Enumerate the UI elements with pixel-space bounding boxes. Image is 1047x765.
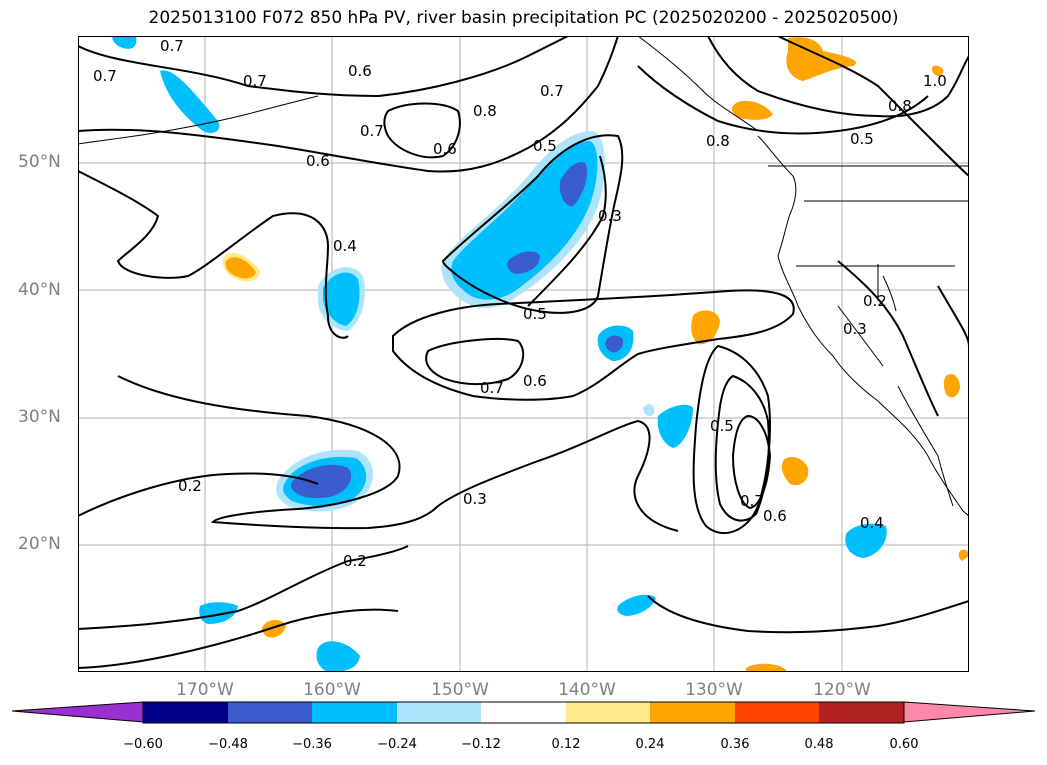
contour-label: 0.5 bbox=[533, 137, 557, 155]
contour-label: 0.7 bbox=[360, 122, 384, 140]
colorbar-segment bbox=[228, 702, 312, 723]
lat-label: 30°N bbox=[18, 407, 61, 427]
lat-label: 50°N bbox=[18, 152, 61, 172]
lon-label: 120°W bbox=[813, 680, 871, 700]
colorbar-segment bbox=[481, 702, 566, 723]
colorbar-tick-label: 0.48 bbox=[804, 737, 834, 752]
contour-label: 0.7 bbox=[243, 72, 267, 90]
contour-label: 0.6 bbox=[523, 372, 547, 390]
contour-label: 0.7 bbox=[160, 37, 184, 55]
contour-label: 0.4 bbox=[333, 237, 357, 255]
contour-label: 0.8 bbox=[888, 97, 912, 115]
colorbar-tick-label: −0.60 bbox=[123, 737, 163, 752]
lon-label: 140°W bbox=[558, 680, 616, 700]
contour-label: 0.7 bbox=[740, 492, 764, 510]
contour-label: 0.8 bbox=[473, 102, 497, 120]
contour-label: 0.6 bbox=[433, 140, 457, 158]
contour-label: 1.0 bbox=[923, 72, 947, 90]
contour-label: 0.5 bbox=[523, 305, 547, 323]
colorbar-tick-label: 0.36 bbox=[720, 737, 750, 752]
contour-label: 0.7 bbox=[93, 67, 117, 85]
colorbar-extend-low bbox=[11, 701, 144, 723]
map-title: 2025013100 F072 850 hPa PV, river basin … bbox=[148, 8, 899, 28]
colorbar-segment bbox=[397, 702, 481, 723]
colorbar-tick-label: −0.24 bbox=[377, 737, 417, 752]
contour-label: 0.3 bbox=[843, 320, 867, 338]
colorbar-tick-label: 0.24 bbox=[635, 737, 665, 752]
lon-label: 130°W bbox=[685, 680, 743, 700]
lon-label: 150°W bbox=[431, 680, 489, 700]
contour-label-group: 0.7 0.7 0.7 0.6 0.8 0.7 0.6 0.7 0.6 0.5 … bbox=[93, 37, 947, 570]
colorbar bbox=[0, 700, 1047, 760]
lat-label: 40°N bbox=[18, 280, 61, 300]
colorbar-segment bbox=[566, 702, 650, 723]
contour-label: 0.7 bbox=[480, 379, 504, 397]
colorbar-tick-label: 0.60 bbox=[889, 737, 919, 752]
colorbar-segment bbox=[819, 702, 904, 723]
colorbar-tick-label: −0.48 bbox=[208, 737, 248, 752]
contour-label: 0.6 bbox=[306, 152, 330, 170]
lat-label: 20°N bbox=[18, 534, 61, 554]
contour-label: 0.6 bbox=[763, 507, 787, 525]
colorbar-segment bbox=[735, 702, 819, 723]
map-plot-area[interactable]: 0.7 0.7 0.7 0.6 0.8 0.7 0.6 0.7 0.6 0.5 … bbox=[77, 35, 970, 672]
contour-label: 0.2 bbox=[343, 552, 367, 570]
contour-label: 0.8 bbox=[706, 132, 730, 150]
coastlines bbox=[77, 35, 970, 517]
colorbar-segment bbox=[143, 702, 228, 723]
contour-label: 0.5 bbox=[850, 130, 874, 148]
lon-label: 170°W bbox=[176, 680, 234, 700]
contour-label: 0.7 bbox=[540, 82, 564, 100]
colorbar-tick-label: −0.12 bbox=[461, 737, 501, 752]
colorbar-segment bbox=[312, 702, 397, 723]
contour-label: 0.3 bbox=[463, 490, 487, 508]
contour-label: 0.2 bbox=[863, 292, 887, 310]
negative-precip-shading bbox=[112, 36, 887, 672]
colorbar-tick-label: 0.12 bbox=[551, 737, 581, 752]
contour-label: 0.4 bbox=[860, 514, 884, 532]
pv-contours bbox=[77, 35, 970, 669]
lon-label: 160°W bbox=[303, 680, 361, 700]
colorbar-segment bbox=[650, 702, 735, 723]
colorbar-extend-high bbox=[903, 701, 1036, 723]
contour-label: 0.2 bbox=[178, 477, 202, 495]
contour-label: 0.6 bbox=[348, 62, 372, 80]
positive-precip-shading bbox=[222, 37, 969, 672]
colorbar-tick-label: −0.36 bbox=[292, 737, 332, 752]
contour-label: 0.5 bbox=[710, 417, 734, 435]
contour-label: 0.3 bbox=[598, 207, 622, 225]
